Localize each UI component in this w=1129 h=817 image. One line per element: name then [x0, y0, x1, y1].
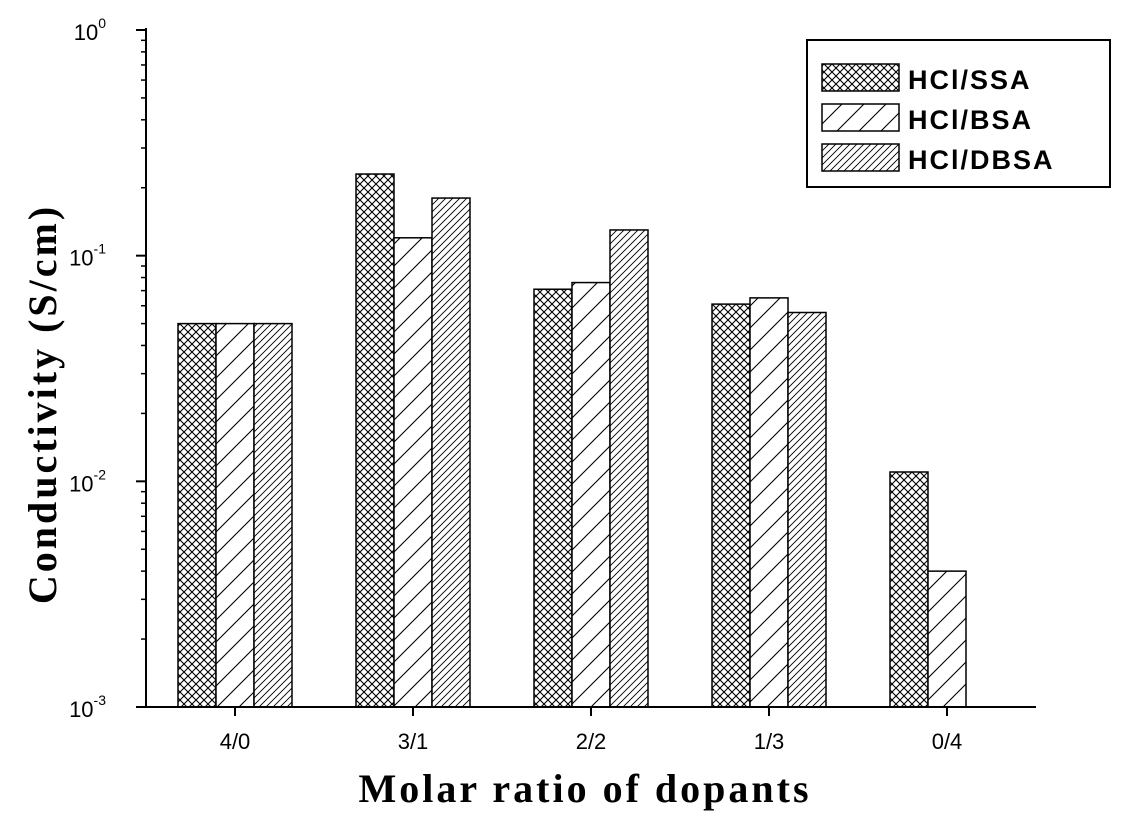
y-tick-label: 10-3	[69, 692, 106, 722]
bar-hcl-bsa-3-1	[393, 237, 433, 708]
x-tick-label: 2/2	[576, 729, 607, 754]
bar-hcl-dbsa-1-3	[787, 311, 827, 708]
bar-hcl-bsa-2-2	[571, 281, 611, 708]
bar-hcl-dbsa-2-2	[609, 229, 649, 708]
x-tick-label: 1/3	[754, 729, 785, 754]
legend-swatch	[821, 103, 900, 132]
bar-hcl-ssa-3-1	[355, 173, 395, 708]
legend-label: HCl/BSA	[908, 105, 1033, 135]
bar-hcl-ssa-1-3	[711, 303, 751, 708]
bar-hcl-dbsa-3-1	[431, 197, 471, 708]
x-axis-title: Molar ratio of dopants	[358, 766, 811, 811]
x-axis-ticks: 4/0 3/1 2/2 1/3 0/4	[220, 707, 963, 754]
y-tick-label: 100	[74, 15, 106, 45]
x-tick-label: 4/0	[220, 729, 251, 754]
y-tick-label: 10-2	[69, 466, 106, 496]
legend-swatch	[821, 143, 900, 172]
bar-hcl-ssa-4-0	[177, 322, 217, 708]
legend-label: HCl/DBSA	[908, 145, 1055, 175]
bar-hcl-bsa-0-4	[927, 570, 967, 708]
x-tick-label: 0/4	[932, 729, 963, 754]
legend-label: HCl/SSA	[908, 65, 1032, 95]
bar-hcl-bsa-1-3	[749, 297, 789, 708]
x-tick-label: 3/1	[398, 729, 429, 754]
legend: HCl/SSA HCl/BSA HCl/DBSA	[806, 39, 1111, 188]
bar-hcl-ssa-2-2	[533, 288, 573, 708]
bar-hcl-ssa-0-4	[889, 471, 929, 708]
legend-swatch	[821, 63, 900, 92]
y-axis-title: Conductivity (S/cm)	[20, 204, 65, 604]
y-tick-label: 10-1	[69, 241, 106, 271]
bar-hcl-bsa-4-0	[215, 322, 255, 708]
y-axis-ticks: 100 10-1 10-2 10-3	[69, 15, 146, 722]
bar-hcl-dbsa-4-0	[253, 322, 293, 708]
bar-series-group	[177, 173, 967, 708]
